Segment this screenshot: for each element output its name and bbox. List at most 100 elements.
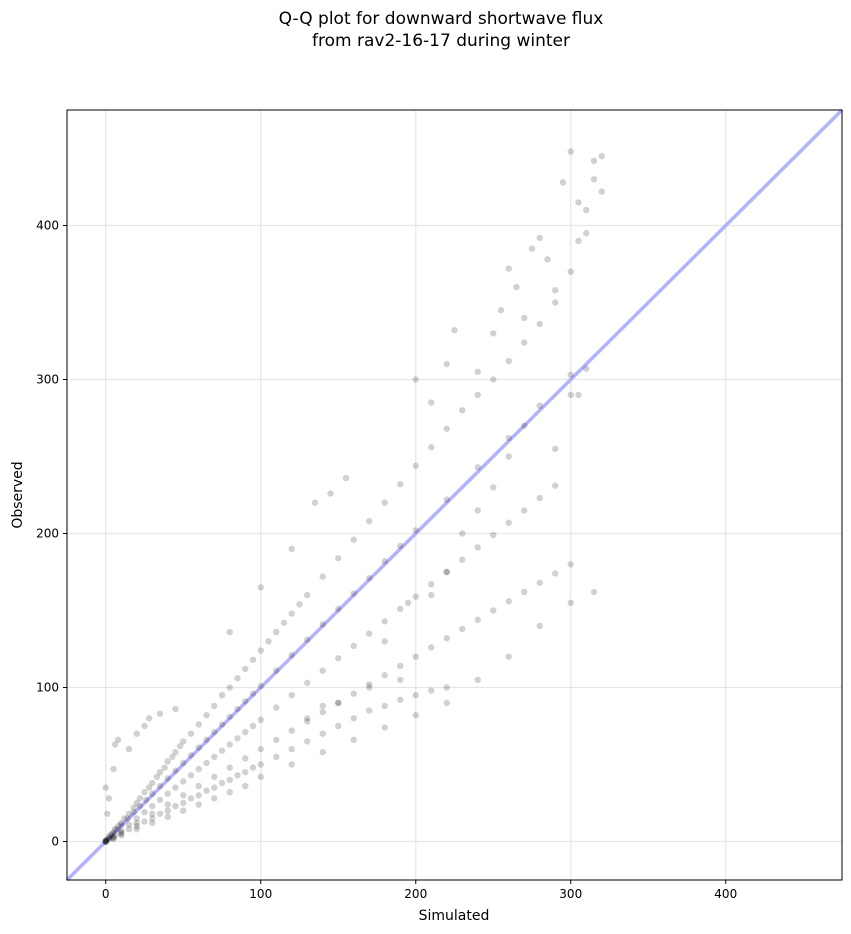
data-point — [164, 807, 171, 814]
data-point — [156, 710, 164, 717]
data-point — [366, 517, 373, 525]
data-point — [552, 286, 559, 294]
y-tick-label: 100 — [36, 681, 59, 695]
data-point — [474, 368, 481, 375]
data-point — [319, 748, 326, 756]
data-point — [172, 748, 179, 756]
data-point — [107, 832, 114, 839]
data-point — [559, 179, 567, 186]
data-point — [124, 815, 131, 822]
data-point — [249, 656, 257, 663]
data-point — [521, 339, 528, 346]
y-tick-label: 0 — [51, 835, 59, 849]
data-point — [288, 727, 295, 734]
data-point — [180, 738, 187, 745]
data-point — [113, 825, 120, 833]
data-point — [397, 605, 404, 613]
data-point — [187, 795, 195, 802]
data-point — [288, 761, 295, 768]
data-point — [114, 736, 122, 744]
data-point — [552, 299, 559, 306]
data-point — [111, 832, 119, 839]
data-point — [311, 499, 319, 506]
data-point — [102, 838, 109, 845]
data-point — [257, 716, 264, 724]
data-point — [249, 764, 257, 771]
data-point — [141, 818, 148, 825]
data-point — [203, 712, 210, 719]
data-point — [242, 782, 249, 790]
data-point — [552, 570, 559, 577]
data-point — [552, 482, 559, 489]
data-point — [381, 499, 388, 506]
data-point — [319, 621, 326, 628]
data-point — [149, 819, 156, 827]
data-point — [110, 765, 117, 773]
data-point — [490, 531, 497, 539]
data-point — [156, 769, 164, 776]
data-point — [536, 234, 543, 242]
data-point — [102, 838, 109, 845]
data-point — [149, 802, 156, 810]
data-point — [536, 494, 543, 502]
data-point — [319, 702, 326, 710]
data-point — [203, 787, 210, 794]
data-point — [304, 679, 311, 687]
data-point — [552, 445, 559, 452]
data-point — [172, 705, 179, 713]
data-point — [149, 779, 156, 787]
data-point — [226, 764, 233, 771]
data-point — [187, 772, 195, 779]
data-point — [133, 822, 140, 830]
data-point — [149, 810, 156, 817]
data-point — [141, 722, 148, 730]
data-point — [443, 635, 450, 642]
data-point — [505, 598, 512, 605]
data-point — [226, 684, 233, 691]
data-point — [319, 573, 326, 580]
reference-line-group — [65, 108, 844, 882]
data-point — [172, 802, 179, 810]
data-point — [381, 702, 388, 710]
data-point — [265, 638, 272, 645]
data-point — [110, 835, 117, 842]
data-point — [490, 376, 497, 383]
data-point — [350, 590, 357, 597]
data-point — [428, 399, 435, 406]
data-point — [528, 245, 536, 252]
data-point — [242, 769, 249, 776]
data-point — [397, 481, 404, 488]
data-point — [195, 801, 202, 808]
data-point — [412, 462, 419, 469]
data-point — [288, 545, 295, 553]
data-point — [490, 330, 497, 337]
data-point — [203, 736, 210, 744]
data-point — [242, 755, 249, 762]
data-point — [590, 588, 598, 596]
data-point — [412, 692, 419, 699]
data-point — [505, 265, 512, 272]
data-point — [125, 745, 133, 753]
plot-frame — [66, 109, 843, 881]
y-axis-label: Observed — [10, 461, 26, 528]
data-point — [164, 775, 171, 782]
data-point — [428, 444, 435, 451]
data-point — [110, 829, 117, 836]
data-point — [172, 767, 179, 774]
data-point — [211, 795, 218, 802]
data-point — [428, 581, 435, 588]
data-point — [459, 530, 466, 537]
data-point — [125, 821, 133, 828]
data-point — [211, 728, 218, 736]
data-point — [257, 773, 264, 781]
data-point — [257, 647, 264, 654]
data-point — [164, 790, 171, 797]
data-point — [195, 782, 202, 790]
data-point — [156, 782, 164, 790]
data-point — [381, 558, 388, 565]
data-point — [598, 153, 605, 160]
data-point — [366, 707, 373, 714]
x-tick-label: 0 — [102, 887, 110, 901]
data-point — [242, 728, 249, 736]
